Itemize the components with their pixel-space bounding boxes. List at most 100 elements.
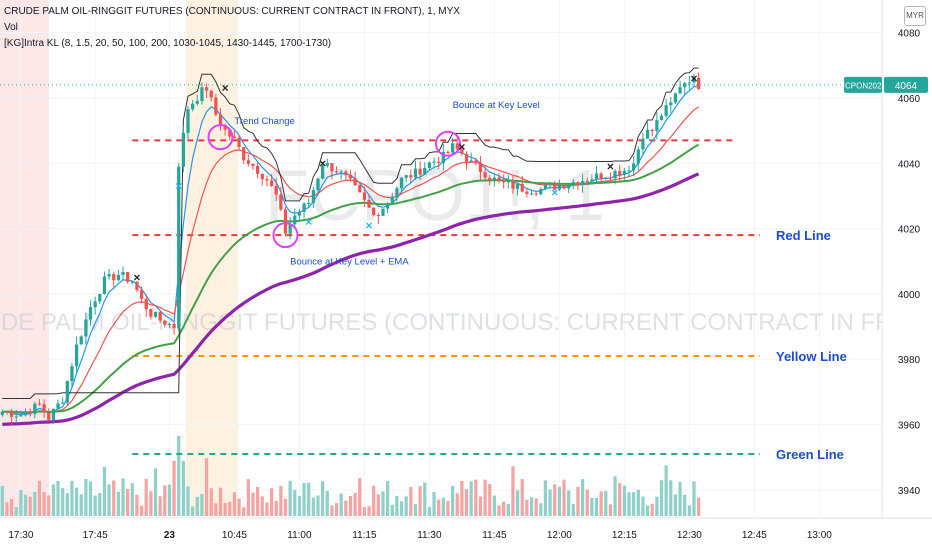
candle-body bbox=[515, 184, 520, 189]
candle-body bbox=[483, 172, 487, 178]
volume-bar bbox=[246, 479, 250, 516]
candle-body bbox=[88, 307, 93, 320]
candle-body bbox=[455, 143, 459, 150]
candle-body bbox=[321, 165, 325, 179]
volume-bar bbox=[529, 497, 534, 516]
candle-body bbox=[191, 103, 195, 110]
candle-body bbox=[390, 197, 394, 204]
candle-body bbox=[74, 344, 79, 367]
price-tick-label: 4080 bbox=[898, 29, 921, 40]
volume-bar bbox=[167, 484, 172, 516]
candle-body bbox=[413, 168, 418, 178]
candle-body bbox=[181, 132, 185, 167]
volume-bar bbox=[427, 507, 432, 516]
candle-body bbox=[149, 309, 153, 317]
volume-bar bbox=[163, 485, 167, 516]
candle-body bbox=[627, 170, 631, 172]
volume-bar bbox=[437, 499, 441, 516]
candle-body bbox=[353, 178, 357, 186]
volume-bar bbox=[283, 498, 288, 516]
candle-body bbox=[107, 274, 111, 277]
volume-bar bbox=[130, 483, 134, 516]
volume-bar bbox=[432, 491, 436, 516]
price-tick-label: 4060 bbox=[898, 94, 921, 105]
volume-bar bbox=[5, 502, 9, 516]
time-tick-label: 10:45 bbox=[222, 530, 247, 541]
session-highlight-evening bbox=[0, 0, 49, 516]
candle-body bbox=[404, 175, 408, 178]
candle-body bbox=[641, 138, 645, 150]
price-badge bbox=[884, 76, 928, 93]
symbol-badge bbox=[844, 76, 882, 93]
volume-bar bbox=[186, 486, 190, 516]
candle-body bbox=[167, 323, 172, 325]
candle-body bbox=[381, 208, 385, 216]
signal-circle bbox=[207, 124, 234, 151]
candles[interactable] bbox=[0, 72, 701, 425]
overlays: × × × × × × × × × × Trend Change Bounce at Key Leve… bbox=[0, 71, 882, 285]
volume-bar bbox=[506, 503, 510, 516]
chart-title: CRUDE PALM OIL-RINGGIT FUTURES (CONTINUO… bbox=[4, 6, 460, 17]
volume-bar bbox=[242, 507, 246, 516]
volume-bar bbox=[107, 484, 111, 516]
price-axis[interactable]: 4080 4060 4040 4020 4000 3980 3960 3940 FCPON202… bbox=[840, 0, 932, 550]
candle-body bbox=[464, 153, 469, 163]
volume-bar bbox=[525, 499, 529, 516]
candle-body bbox=[697, 77, 701, 89]
candle-body bbox=[93, 301, 97, 308]
time-tick-label: 23 bbox=[164, 530, 176, 541]
candle-body bbox=[567, 185, 571, 189]
time-axis[interactable]: 17:30 17:45 23 10:45 11:00 11:15 11:30 11:45 12:… bbox=[0, 517, 932, 550]
candle-body bbox=[525, 191, 529, 194]
candle-body bbox=[158, 312, 162, 321]
candle-body bbox=[427, 162, 432, 168]
volume-bar bbox=[256, 486, 260, 516]
signal-circle bbox=[272, 222, 299, 249]
volume-bar bbox=[576, 486, 580, 516]
time-axis-bg bbox=[0, 518, 932, 550]
candle-body bbox=[0, 411, 4, 415]
candle-body bbox=[678, 87, 682, 94]
volume-bar bbox=[455, 493, 459, 516]
volume-bar bbox=[214, 503, 218, 516]
candle-body bbox=[218, 114, 223, 126]
candle-body bbox=[669, 102, 673, 106]
volume-bar bbox=[33, 491, 37, 516]
candle-body bbox=[339, 171, 343, 173]
volume-bar bbox=[293, 490, 297, 516]
volume-bar bbox=[74, 487, 79, 516]
volume-bar bbox=[627, 492, 631, 516]
volume-bar bbox=[149, 491, 153, 516]
candle-body bbox=[423, 167, 427, 175]
volume-bar bbox=[520, 479, 524, 516]
currency-badge[interactable]: MYR bbox=[904, 6, 926, 26]
volume-bar bbox=[56, 481, 60, 516]
volume-bar bbox=[42, 492, 46, 516]
candle-body bbox=[599, 173, 603, 179]
sell-marker: × bbox=[222, 81, 229, 95]
watermark-description: CRUDE PALM OIL-RINGGIT FUTURES (CONTINUO… bbox=[0, 309, 932, 336]
sell-marker: × bbox=[319, 156, 326, 170]
candle-body bbox=[562, 185, 566, 189]
candle-body bbox=[604, 177, 608, 179]
candle-body bbox=[543, 185, 548, 190]
sell-marker: × bbox=[690, 71, 697, 85]
volume-bar bbox=[604, 490, 608, 516]
key-level-label: Green Line bbox=[776, 447, 844, 462]
price-tick-label: 3980 bbox=[898, 355, 921, 366]
volume-bar bbox=[321, 481, 325, 516]
candle-body bbox=[385, 203, 390, 209]
ema-100-line bbox=[2, 172, 700, 426]
candle-body bbox=[311, 190, 315, 203]
volume-bar bbox=[28, 496, 32, 516]
candle-body bbox=[632, 163, 636, 171]
candle-body bbox=[84, 319, 88, 337]
candle-body bbox=[260, 173, 264, 180]
volume-bar bbox=[177, 436, 181, 516]
buy-marker: × bbox=[551, 186, 558, 200]
candle-body bbox=[209, 90, 213, 98]
volume-bar bbox=[334, 503, 339, 516]
candle-body bbox=[79, 336, 83, 345]
volume-bar bbox=[381, 491, 385, 516]
